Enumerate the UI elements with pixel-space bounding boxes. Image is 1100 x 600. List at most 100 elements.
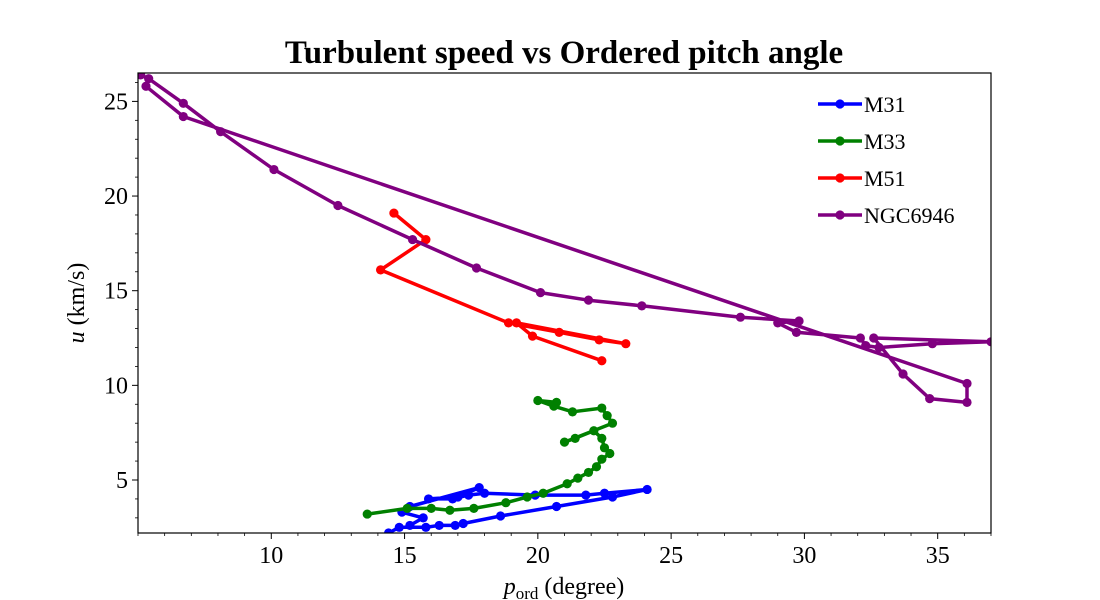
data-point-ngc6946: [962, 378, 972, 389]
data-point-m31: [607, 492, 618, 502]
data-point-m31: [421, 522, 431, 532]
data-point-m33: [469, 503, 479, 513]
data-point-ngc6946: [138, 73, 146, 80]
series-line-m51: [378, 211, 628, 363]
data-point-m31: [458, 518, 468, 529]
data-point-m33: [402, 503, 412, 513]
data-point-m33: [567, 407, 578, 417]
data-point-m33: [589, 426, 599, 436]
x-axis-subscript: ord: [516, 584, 539, 600]
legend-label-ngc6946: NGC6946: [864, 203, 954, 228]
x-tick-label: 35: [926, 543, 950, 569]
data-point-m51: [389, 208, 399, 218]
legend-label-m51: M51: [864, 166, 906, 191]
x-tick-label: 30: [792, 543, 816, 569]
data-point-ngc6946: [637, 301, 647, 311]
x-tick-label: 10: [259, 543, 283, 569]
data-point-m31: [383, 528, 394, 533]
y-axis-ticks: 5 10 15 20 25: [104, 82, 138, 519]
x-axis-label: pord (degree): [502, 574, 625, 600]
legend: M31 M33 M51 NGC6946: [818, 92, 954, 228]
data-point-m33: [570, 433, 580, 443]
y-axis-symbol: u: [64, 331, 90, 343]
data-point-ngc6946: [333, 200, 343, 211]
data-point-ngc6946: [141, 81, 151, 91]
data-point-m33: [426, 503, 436, 513]
data-point-m33: [591, 462, 602, 472]
data-point-ngc6946: [986, 337, 991, 347]
data-point-ngc6946: [773, 318, 783, 328]
data-point-m33: [583, 467, 594, 478]
data-point-m51: [421, 234, 431, 245]
data-point-m33: [573, 473, 583, 483]
data-point-m31: [474, 482, 484, 493]
data-point-ngc6946: [535, 287, 546, 298]
data-point-m33: [597, 454, 607, 464]
data-point-m51: [554, 327, 564, 337]
data-point-m31: [434, 520, 444, 531]
x-axis-unit: (degree): [544, 574, 624, 600]
data-point-m31: [495, 511, 506, 521]
data-point-ngc6946: [874, 342, 884, 353]
x-axis-symbol: p: [502, 574, 516, 600]
data-point-m31: [453, 492, 463, 502]
data-point-m33: [538, 488, 548, 498]
data-point-m31: [394, 522, 404, 532]
data-point-ngc6946: [898, 369, 908, 379]
data-point-ngc6946: [178, 111, 188, 122]
data-point-ngc6946: [925, 393, 935, 404]
data-point-m51: [527, 331, 538, 341]
series-layer: [138, 73, 991, 533]
data-point-m31: [551, 501, 562, 512]
data-point-m51: [597, 356, 607, 366]
data-point-m33: [597, 403, 607, 413]
data-point-m51: [594, 335, 604, 345]
y-tick-label: 15: [104, 279, 128, 305]
y-tick-label: 25: [104, 89, 128, 115]
x-tick-label: 25: [659, 543, 683, 569]
data-point-m33: [445, 505, 455, 515]
y-tick-label: 10: [104, 373, 128, 399]
data-point-m31: [450, 520, 460, 531]
legend-marker-m33: [835, 136, 845, 146]
data-point-m31: [581, 490, 591, 500]
x-tick-label: 15: [393, 543, 417, 569]
data-point-ngc6946: [216, 127, 226, 137]
y-axis-unit: (km/s): [64, 263, 90, 326]
data-point-ngc6946: [927, 339, 937, 349]
data-point-m31: [642, 484, 652, 495]
data-point-ngc6946: [861, 340, 871, 351]
data-point-m33: [597, 433, 607, 443]
data-point-m31: [418, 513, 428, 523]
data-point-m33: [501, 498, 511, 508]
series-line-ngc6946: [138, 73, 991, 405]
legend-marker-m51: [835, 173, 845, 183]
legend-marker-ngc6946: [835, 210, 845, 220]
data-point-ngc6946: [178, 98, 188, 108]
data-point-m33: [599, 443, 610, 453]
data-point-m33: [562, 479, 572, 489]
data-point-m33: [533, 395, 543, 406]
data-point-m51: [621, 339, 631, 349]
y-axis-label: u (km/s): [64, 263, 90, 344]
x-tick-label: 20: [526, 543, 550, 569]
data-point-m33: [362, 509, 372, 519]
data-point-ngc6946: [962, 397, 972, 407]
data-point-ngc6946: [471, 263, 482, 273]
data-point-m31: [405, 520, 415, 531]
y-tick-label: 5: [116, 468, 128, 494]
data-point-m33: [607, 418, 618, 428]
legend-label-m31: M31: [864, 92, 906, 117]
data-point-m33: [551, 397, 562, 407]
data-point-m33: [522, 492, 532, 502]
data-point-ngc6946: [869, 333, 879, 343]
data-point-m51: [375, 265, 386, 275]
x-axis-ticks: 10 15 20 25 30 35: [137, 533, 992, 569]
data-point-m31: [463, 490, 474, 500]
data-point-ngc6946: [407, 234, 418, 245]
data-point-m33: [602, 411, 612, 421]
data-point-m33: [559, 437, 570, 447]
data-point-m31: [423, 494, 434, 504]
data-point-ngc6946: [855, 333, 865, 343]
